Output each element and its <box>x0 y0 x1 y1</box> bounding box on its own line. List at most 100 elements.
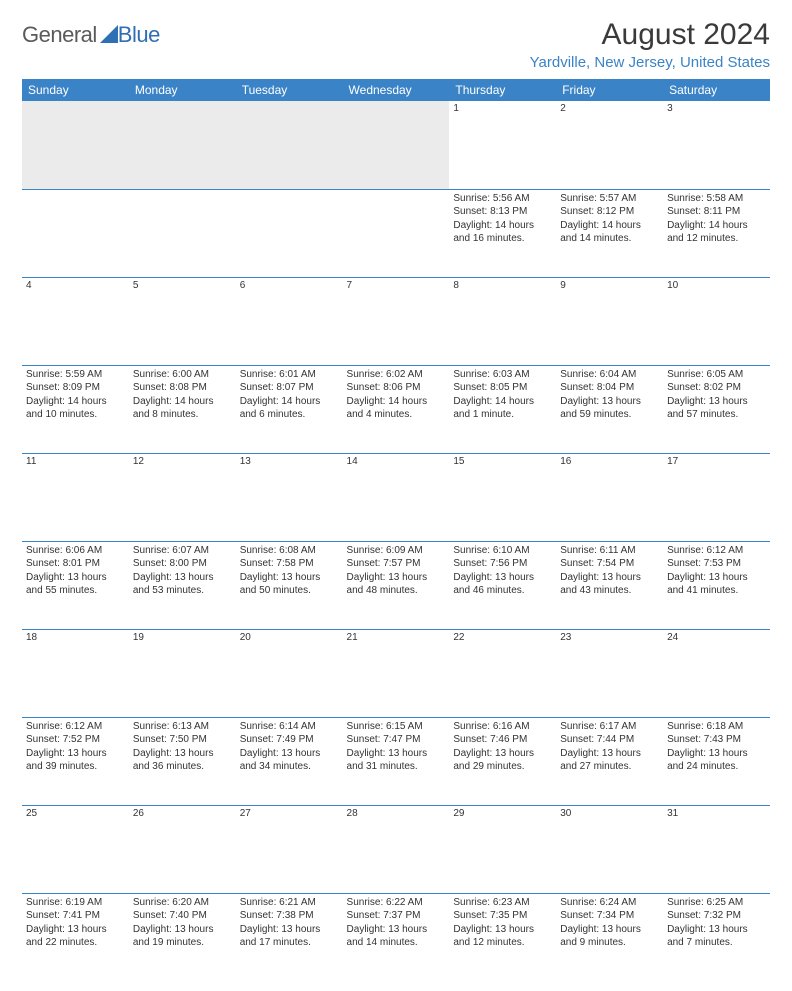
day-ss: Sunset: 8:01 PM <box>26 557 125 571</box>
day-d1: Daylight: 13 hours <box>667 923 766 937</box>
day-d2: and 53 minutes. <box>133 584 232 598</box>
day-data-cell: Sunrise: 6:25 AMSunset: 7:32 PMDaylight:… <box>663 893 770 981</box>
day-d2: and 6 minutes. <box>240 408 339 422</box>
day-sr: Sunrise: 6:18 AM <box>667 720 766 734</box>
day-d1: Daylight: 13 hours <box>240 747 339 761</box>
day-sr: Sunrise: 6:12 AM <box>667 544 766 558</box>
week-number-row: 45678910 <box>22 277 770 365</box>
day-d2: and 55 minutes. <box>26 584 125 598</box>
day-data-cell: Sunrise: 6:18 AMSunset: 7:43 PMDaylight:… <box>663 717 770 805</box>
day-sr: Sunrise: 6:10 AM <box>453 544 552 558</box>
day-number-cell <box>343 101 450 189</box>
day-data-cell: Sunrise: 6:07 AMSunset: 8:00 PMDaylight:… <box>129 541 236 629</box>
day-sr: Sunrise: 6:05 AM <box>667 368 766 382</box>
location-subtitle: Yardville, New Jersey, United States <box>530 54 770 71</box>
day-ss: Sunset: 7:44 PM <box>560 733 659 747</box>
day-d2: and 36 minutes. <box>133 760 232 774</box>
day-sr: Sunrise: 6:16 AM <box>453 720 552 734</box>
day-sr: Sunrise: 5:59 AM <box>26 368 125 382</box>
day-data-cell: Sunrise: 6:24 AMSunset: 7:34 PMDaylight:… <box>556 893 663 981</box>
day-sr: Sunrise: 6:11 AM <box>560 544 659 558</box>
day-number-cell: 22 <box>449 629 556 717</box>
day-sr: Sunrise: 6:06 AM <box>26 544 125 558</box>
day-d1: Daylight: 13 hours <box>240 571 339 585</box>
day-data-cell: Sunrise: 6:02 AMSunset: 8:06 PMDaylight:… <box>343 365 450 453</box>
day-ss: Sunset: 7:47 PM <box>347 733 446 747</box>
day-sr: Sunrise: 6:12 AM <box>26 720 125 734</box>
day-d2: and 48 minutes. <box>347 584 446 598</box>
week-number-row: 25262728293031 <box>22 805 770 893</box>
day-ss: Sunset: 7:41 PM <box>26 909 125 923</box>
day-header: Thursday <box>449 79 556 101</box>
day-data-cell: Sunrise: 6:08 AMSunset: 7:58 PMDaylight:… <box>236 541 343 629</box>
day-number-cell: 9 <box>556 277 663 365</box>
day-ss: Sunset: 7:34 PM <box>560 909 659 923</box>
day-data-cell: Sunrise: 5:58 AMSunset: 8:11 PMDaylight:… <box>663 189 770 277</box>
day-d2: and 12 minutes. <box>453 936 552 950</box>
day-data-cell: Sunrise: 6:23 AMSunset: 7:35 PMDaylight:… <box>449 893 556 981</box>
day-data-cell: Sunrise: 6:12 AMSunset: 7:53 PMDaylight:… <box>663 541 770 629</box>
day-ss: Sunset: 7:54 PM <box>560 557 659 571</box>
calendar-header-row: SundayMondayTuesdayWednesdayThursdayFrid… <box>22 79 770 101</box>
day-number-cell <box>129 101 236 189</box>
day-d2: and 46 minutes. <box>453 584 552 598</box>
day-d1: Daylight: 14 hours <box>240 395 339 409</box>
day-data-cell: Sunrise: 6:17 AMSunset: 7:44 PMDaylight:… <box>556 717 663 805</box>
day-number-cell: 20 <box>236 629 343 717</box>
day-data-cell: Sunrise: 6:00 AMSunset: 8:08 PMDaylight:… <box>129 365 236 453</box>
day-d2: and 9 minutes. <box>560 936 659 950</box>
day-d2: and 24 minutes. <box>667 760 766 774</box>
day-sr: Sunrise: 5:57 AM <box>560 192 659 206</box>
day-data-cell <box>22 189 129 277</box>
day-sr: Sunrise: 6:07 AM <box>133 544 232 558</box>
day-ss: Sunset: 8:08 PM <box>133 381 232 395</box>
day-number-cell: 16 <box>556 453 663 541</box>
day-data-cell <box>129 189 236 277</box>
day-sr: Sunrise: 6:21 AM <box>240 896 339 910</box>
day-d1: Daylight: 13 hours <box>240 923 339 937</box>
day-sr: Sunrise: 6:14 AM <box>240 720 339 734</box>
day-d1: Daylight: 14 hours <box>453 395 552 409</box>
day-ss: Sunset: 8:11 PM <box>667 205 766 219</box>
day-d2: and 43 minutes. <box>560 584 659 598</box>
day-d2: and 10 minutes. <box>26 408 125 422</box>
day-data-cell: Sunrise: 6:09 AMSunset: 7:57 PMDaylight:… <box>343 541 450 629</box>
day-d2: and 1 minute. <box>453 408 552 422</box>
day-d1: Daylight: 13 hours <box>453 923 552 937</box>
day-sr: Sunrise: 6:03 AM <box>453 368 552 382</box>
day-d1: Daylight: 13 hours <box>560 923 659 937</box>
day-sr: Sunrise: 6:08 AM <box>240 544 339 558</box>
day-number-cell: 15 <box>449 453 556 541</box>
day-d1: Daylight: 13 hours <box>560 747 659 761</box>
day-data-cell: Sunrise: 6:01 AMSunset: 8:07 PMDaylight:… <box>236 365 343 453</box>
day-number-cell <box>236 101 343 189</box>
day-d2: and 16 minutes. <box>453 232 552 246</box>
day-d1: Daylight: 13 hours <box>347 923 446 937</box>
day-d1: Daylight: 13 hours <box>347 571 446 585</box>
day-ss: Sunset: 7:32 PM <box>667 909 766 923</box>
day-number-cell: 31 <box>663 805 770 893</box>
day-number-cell: 5 <box>129 277 236 365</box>
day-sr: Sunrise: 6:24 AM <box>560 896 659 910</box>
day-sr: Sunrise: 6:01 AM <box>240 368 339 382</box>
week-data-row: Sunrise: 6:06 AMSunset: 8:01 PM Daylight:… <box>22 541 770 629</box>
day-number-cell: 10 <box>663 277 770 365</box>
logo-sail-icon <box>100 25 118 43</box>
day-sr: Sunrise: 6:15 AM <box>347 720 446 734</box>
day-number-cell: 19 <box>129 629 236 717</box>
day-ss: Sunset: 8:02 PM <box>667 381 766 395</box>
day-sr: Sunrise: 6:22 AM <box>347 896 446 910</box>
calendar-page: General Blue August 2024 Yardville, New … <box>0 0 792 991</box>
week-data-row: Sunrise: 5:59 AMSunset: 8:09 PMDaylight:… <box>22 365 770 453</box>
day-sr: Sunrise: 6:02 AM <box>347 368 446 382</box>
day-number-cell: 17 <box>663 453 770 541</box>
day-ss: Sunset: 7:52 PM <box>26 733 125 747</box>
day-ss: Sunset: 7:38 PM <box>240 909 339 923</box>
day-number-cell: 2 <box>556 101 663 189</box>
day-d2: and 31 minutes. <box>347 760 446 774</box>
day-number-cell: 11 <box>22 453 129 541</box>
day-data-cell: Sunrise: 6:06 AMSunset: 8:01 PMDaylight:… <box>22 541 129 629</box>
day-d2: and 14 minutes. <box>347 936 446 950</box>
day-d2: and 12 minutes. <box>667 232 766 246</box>
month-title: August 2024 <box>530 18 770 52</box>
